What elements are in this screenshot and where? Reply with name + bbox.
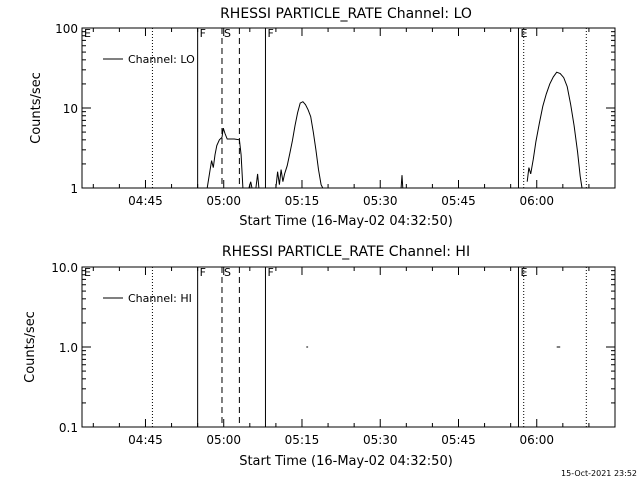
lo-xtick-label: 05:00 [206,194,241,208]
lo-event-label: F [267,27,273,40]
lo-xtick-label: 05:30 [363,194,398,208]
hi-channel-panel: RHESSI PARTICLE_RATE Channel: HI Counts/… [23,244,616,469]
lo-event-label: E [84,27,91,40]
lo-xtick-label: 06:00 [519,194,554,208]
hi-ytick-label: 10.0 [51,261,78,275]
lo-legend-label: Channel: LO [128,53,195,66]
hi-event-label: E [84,266,91,279]
hi-chart-title: RHESSI PARTICLE_RATE Channel: HI [222,244,470,260]
hi-xtick-label: 05:00 [206,433,241,447]
hi-xtick-label: 04:45 [128,433,163,447]
hi-event-label: E [520,266,527,279]
lo-channel-panel: RHESSI PARTICLE_RATE Channel: LO Counts/… [29,6,616,229]
lo-event-label: E [520,27,527,40]
lo-ytick-label: 10 [63,102,78,116]
hi-ytick-label: 0.1 [59,421,78,435]
lo-series-segment [255,173,260,189]
hi-event-label: F [267,266,273,279]
timestamp: 15-Oct-2021 23:52 [561,469,637,478]
lo-ytick-label: 100 [55,22,78,36]
lo-plot-frame [81,27,616,189]
lo-xtick-label: 04:45 [128,194,163,208]
hi-xlabel: Start Time (16-May-02 04:32:50) [239,454,453,469]
hi-plot-frame [81,266,616,428]
lo-series-segment [248,181,253,189]
hi-event-label: S [224,266,231,279]
hi-ytick-label: 1.0 [59,341,78,355]
hi-xtick-label: 05:30 [363,433,398,447]
lo-xtick-label: 05:45 [441,194,476,208]
lo-legend: Channel: LO [103,53,195,66]
lo-ytick-label: 1 [70,182,78,196]
lo-xlabel: Start Time (16-May-02 04:32:50) [239,214,453,229]
hi-legend: Channel: HI [103,292,192,305]
lo-series-segment [400,175,404,189]
hi-xtick-label: 06:00 [519,433,554,447]
lo-chart-title: RHESSI PARTICLE_RATE Channel: LO [220,6,472,22]
lo-series-segment [206,127,244,189]
hi-axis-ticks: 04:45 05:00 05:15 05:30 05:45 06:00 0.1 1.0 10.0 [51,261,616,447]
hi-legend-label: Channel: HI [128,292,192,305]
lo-series-segment [275,101,324,189]
lo-axis-ticks: 04:45 05:00 05:15 05:30 05:45 06:00 1 10 100 [55,22,616,208]
lo-xtick-label: 05:15 [285,194,320,208]
lo-series-segment [526,71,583,189]
hi-xtick-label: 05:45 [441,433,476,447]
hi-event-label: F [200,266,206,279]
lo-series [206,71,583,189]
lo-event-label: F [200,27,206,40]
hi-xtick-label: 05:15 [285,433,320,447]
hi-ylabel: Counts/sec [23,311,38,383]
lo-event-label: S [224,27,231,40]
lo-ylabel: Counts/sec [29,72,44,144]
